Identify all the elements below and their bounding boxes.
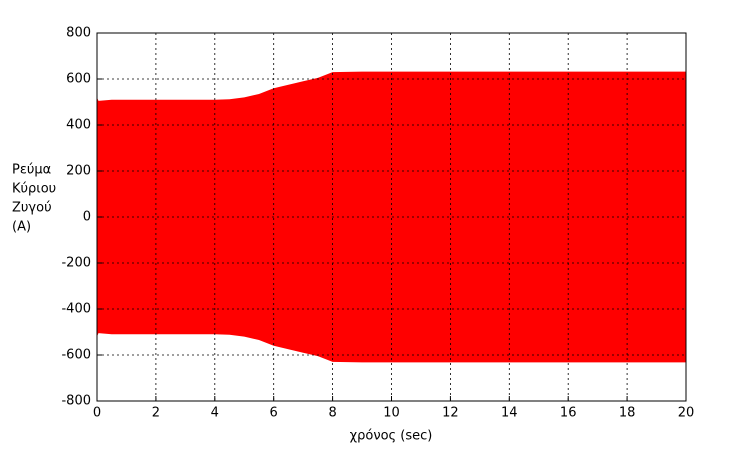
y-tick-label: -200 — [61, 256, 91, 271]
x-tick-label: 8 — [328, 406, 336, 421]
y-axis-label: Κύριου — [12, 182, 56, 197]
axes-box — [96, 32, 687, 402]
y-tick-label: -400 — [61, 302, 91, 317]
x-tick-label: 0 — [93, 406, 101, 421]
y-tick-label: 400 — [66, 118, 91, 133]
x-tick-label: 12 — [442, 406, 459, 421]
x-axis-label: χρόνος (sec) — [350, 429, 433, 444]
x-tick-label: 18 — [619, 406, 636, 421]
x-tick-label: 20 — [678, 406, 695, 421]
y-tick-label: -600 — [61, 348, 91, 363]
y-tick-label: 200 — [66, 164, 91, 179]
y-axis-label: Ζυγού — [12, 201, 52, 216]
y-tick-label: -800 — [61, 394, 91, 409]
x-tick-label: 6 — [270, 406, 278, 421]
y-tick-label: 800 — [66, 26, 91, 41]
y-axis-label: (A) — [12, 220, 31, 235]
x-tick-label: 14 — [501, 406, 518, 421]
x-tick-label: 4 — [211, 406, 219, 421]
y-tick-label: 0 — [83, 210, 91, 225]
x-tick-label: 16 — [560, 406, 577, 421]
y-axis-label: Ρεύμα — [12, 163, 51, 178]
y-tick-label: 600 — [66, 72, 91, 87]
x-tick-label: 10 — [383, 406, 400, 421]
x-tick-label: 2 — [152, 406, 160, 421]
